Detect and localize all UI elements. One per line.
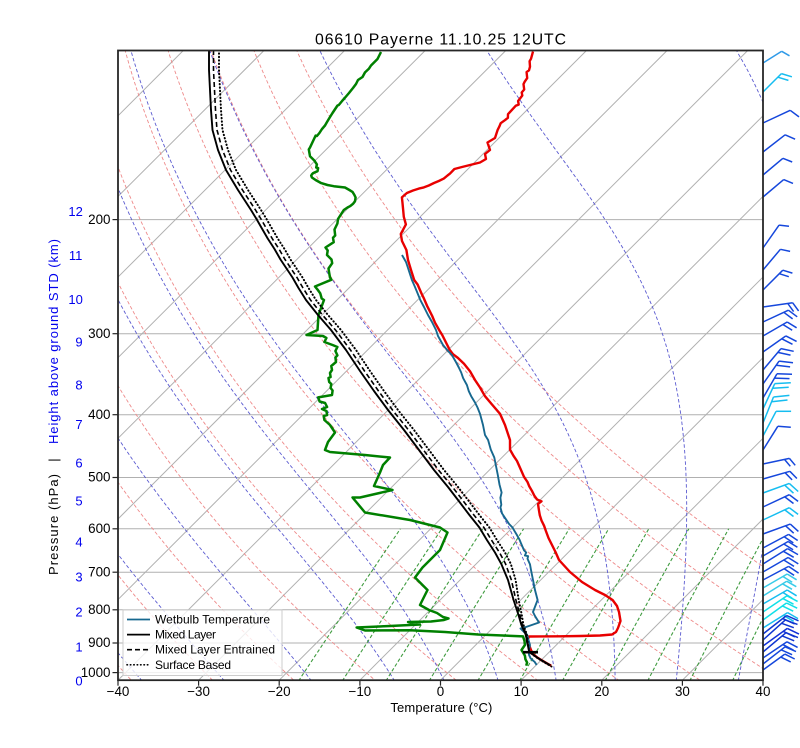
svg-text:−40: −40 bbox=[107, 684, 130, 699]
svg-text:06610 Payerne 11.10.25 12UTC: 06610 Payerne 11.10.25 12UTC bbox=[315, 32, 566, 49]
svg-text:2: 2 bbox=[75, 604, 82, 619]
svg-text:20: 20 bbox=[594, 684, 609, 699]
svg-text:Surface Based: Surface Based bbox=[155, 658, 231, 672]
svg-text:5: 5 bbox=[75, 494, 82, 509]
svg-text:1000: 1000 bbox=[81, 665, 111, 680]
svg-text:Wetbulb Temperature: Wetbulb Temperature bbox=[155, 613, 270, 627]
svg-text:0: 0 bbox=[437, 684, 444, 699]
svg-text:8: 8 bbox=[75, 377, 82, 392]
svg-text:700: 700 bbox=[88, 564, 110, 579]
svg-text:4: 4 bbox=[75, 534, 82, 549]
svg-text:12: 12 bbox=[68, 204, 82, 219]
svg-text:500: 500 bbox=[88, 470, 110, 485]
svg-text:40: 40 bbox=[756, 684, 771, 699]
svg-text:−30: −30 bbox=[187, 684, 210, 699]
svg-text:800: 800 bbox=[88, 602, 110, 617]
svg-text:1: 1 bbox=[75, 639, 82, 654]
svg-text:Temperature (°C): Temperature (°C) bbox=[390, 700, 492, 715]
svg-text:6: 6 bbox=[75, 456, 82, 471]
svg-text:7: 7 bbox=[75, 417, 82, 432]
svg-text:400: 400 bbox=[88, 407, 110, 422]
svg-text:200: 200 bbox=[88, 212, 110, 227]
svg-text:Pressure (hPa): Pressure (hPa) bbox=[46, 474, 61, 575]
svg-text:30: 30 bbox=[675, 684, 690, 699]
svg-text:300: 300 bbox=[88, 326, 110, 341]
svg-text:3: 3 bbox=[75, 569, 82, 584]
svg-text:10: 10 bbox=[514, 684, 529, 699]
svg-text:|: | bbox=[46, 458, 61, 461]
svg-text:Mixed Layer: Mixed Layer bbox=[155, 628, 216, 642]
svg-text:Height above ground STD (km): Height above ground STD (km) bbox=[46, 239, 61, 444]
svg-text:600: 600 bbox=[88, 521, 110, 536]
svg-text:9: 9 bbox=[75, 335, 82, 350]
svg-text:Mixed Layer Entrained: Mixed Layer Entrained bbox=[155, 643, 275, 657]
svg-text:900: 900 bbox=[88, 635, 110, 650]
svg-text:10: 10 bbox=[68, 292, 82, 307]
svg-text:−20: −20 bbox=[268, 684, 291, 699]
svg-text:0: 0 bbox=[75, 674, 82, 689]
svg-text:−10: −10 bbox=[349, 684, 372, 699]
svg-text:11: 11 bbox=[69, 248, 83, 263]
